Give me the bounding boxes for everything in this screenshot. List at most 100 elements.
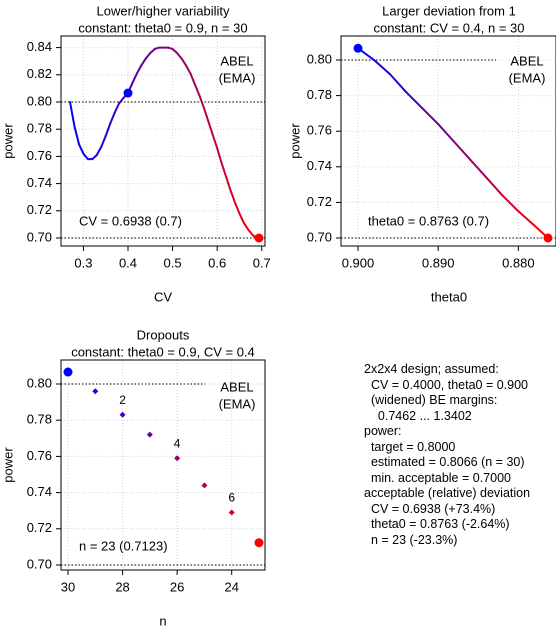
series-line-segment [73, 125, 80, 146]
x-tick-label: 0.7 [253, 255, 271, 270]
series-line-segment [389, 73, 408, 94]
chart-title: Lower/higher variability [97, 3, 230, 18]
data-point [146, 431, 153, 438]
info-line: CV = 0.6938 (+73.4%) [364, 501, 496, 516]
chart-annotation: n = 23 (0.7123) [79, 538, 168, 553]
y-tick-label: 0.78 [27, 121, 52, 136]
y-tick-label: 0.72 [307, 194, 332, 209]
series-line-segment [421, 107, 440, 126]
series-line-segment [91, 154, 98, 161]
info-line: (widened) BE margins: [364, 393, 498, 407]
y-tick-label: 0.78 [307, 87, 332, 102]
series-line-segment [405, 91, 424, 110]
series-line-segment [180, 57, 187, 67]
legend-entry: (EMA) [509, 70, 546, 85]
y-tick-label: 0.70 [27, 556, 52, 571]
point-label: 4 [174, 436, 181, 450]
x-axis-label: theta0 [431, 289, 467, 304]
series-line-segment [229, 189, 237, 204]
series-line-segment [207, 120, 214, 136]
series-line-segment [485, 176, 504, 197]
data-point [119, 411, 126, 418]
series-line-segment [109, 111, 116, 125]
info-line: CV = 0.4000, theta0 = 0.900 [364, 377, 529, 392]
info-line: power: [364, 424, 402, 438]
series-line-segment [176, 52, 183, 60]
x-axis-label: n [159, 613, 166, 626]
y-axis-label: power [287, 123, 302, 159]
series-line-segment [131, 72, 138, 84]
y-tick-label: 0.74 [27, 484, 52, 499]
data-point [92, 388, 99, 395]
y-tick-label: 0.74 [27, 175, 52, 190]
y-tick-label: 0.76 [27, 448, 52, 463]
series-line-segment [198, 94, 205, 109]
info-panel: 2x2x4 design; assumed: CV = 0.4000, thet… [364, 362, 554, 548]
legend-entry: ABEL [220, 379, 253, 394]
y-tick-label: 0.80 [307, 51, 332, 66]
point-label: 6 [228, 491, 235, 505]
data-point [353, 43, 363, 53]
x-tick-label: 24 [224, 579, 238, 594]
data-point [63, 367, 73, 377]
point-label: 2 [119, 393, 126, 407]
y-tick-label: 0.72 [27, 520, 52, 535]
series-line-segment [82, 152, 89, 161]
y-axis-label: power [0, 447, 15, 483]
series-line-segment [225, 175, 232, 192]
x-tick-label: 0.3 [74, 255, 92, 270]
y-tick-label: 0.80 [27, 93, 52, 108]
series-line-segment [216, 147, 223, 165]
x-tick-label: 0.6 [208, 255, 226, 270]
y-tick-label: 0.74 [307, 158, 332, 173]
series-line-segment [140, 57, 147, 67]
series-line-segment [193, 83, 201, 97]
x-tick-label: 0.880 [502, 255, 535, 270]
series-line-segment [113, 102, 121, 114]
series-line-segment [69, 101, 76, 128]
series-line-segment [171, 47, 179, 55]
series-line-segment [184, 64, 192, 75]
chart-title: Larger deviation from 1 [382, 3, 516, 18]
y-axis-label: power [0, 123, 15, 159]
series-line-segment [247, 228, 254, 237]
x-tick-label: 0.5 [164, 255, 182, 270]
plot-frame [340, 35, 556, 247]
series-line-segment [202, 106, 210, 123]
series-line-segment [100, 135, 107, 148]
plot-frame [60, 35, 266, 247]
series-line-segment [149, 47, 156, 55]
series-line-segment [189, 72, 196, 86]
series-line-segment [234, 201, 241, 215]
info-line: target = 0.8000 [364, 439, 456, 454]
info-line: min. acceptable = 0.7000 [364, 470, 511, 485]
y-tick-label: 0.78 [27, 412, 52, 427]
x-tick-label: 0.900 [342, 255, 375, 270]
series-line-segment [104, 122, 112, 137]
legend-entry: ABEL [510, 53, 543, 68]
series-line-segment [211, 133, 219, 150]
y-tick-label: 0.84 [27, 39, 52, 54]
chart-annotation: theta0 = 0.8763 (0.7) [368, 213, 489, 228]
info-line: 0.7462 ... 1.3402 [364, 408, 472, 423]
legend-entry: (EMA) [219, 70, 256, 85]
info-line: n = 23 (-23.3%) [364, 532, 458, 547]
x-tick-label: 0.4 [119, 255, 137, 270]
y-tick-label: 0.70 [307, 229, 332, 244]
series-line-segment [220, 162, 228, 178]
plot-frame [60, 359, 266, 571]
info-line: 2x2x4 design; assumed: [364, 362, 499, 376]
data-point [201, 482, 208, 489]
series-line-segment [77, 143, 85, 155]
x-tick-label: 28 [115, 579, 129, 594]
legend-entry: ABEL [220, 53, 253, 68]
chart-subtitle: constant: CV = 0.4, n = 30 [373, 20, 524, 35]
data-point [228, 509, 235, 516]
info-line: estimated = 0.8066 (n = 30) [364, 455, 525, 469]
data-point [174, 455, 181, 462]
series-line-segment [144, 52, 152, 60]
series-line-segment [95, 145, 103, 157]
series-line-segment [469, 158, 488, 179]
x-tick-label: 30 [61, 579, 75, 594]
